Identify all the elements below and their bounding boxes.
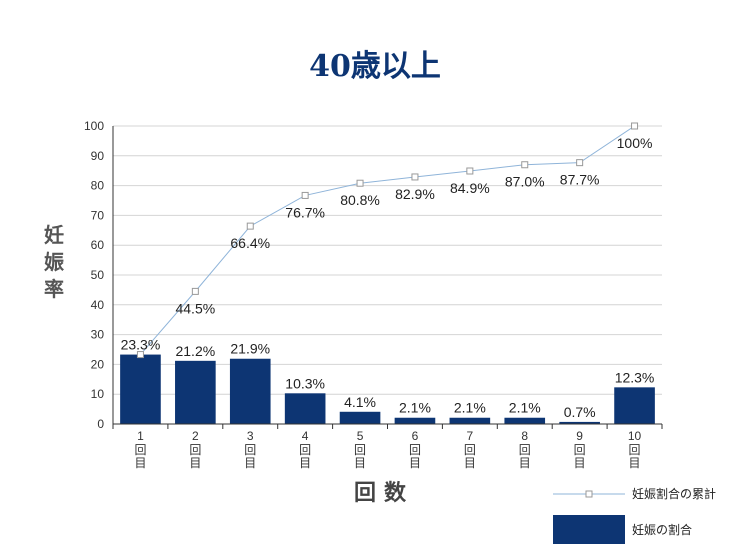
x-tick-suffix: 回 (134, 443, 146, 457)
y-tick-label: 60 (91, 238, 105, 252)
y-axis-label: 妊娠率 (44, 223, 65, 301)
bar-data-label: 12.3% (615, 369, 655, 385)
bar-data-label: 0.7% (564, 404, 596, 420)
cumulative-line (140, 125, 635, 355)
x-tick-suffix: 目 (299, 456, 311, 470)
line-point (521, 161, 529, 169)
line-data-label: 84.9% (450, 180, 490, 196)
line-point (246, 222, 254, 230)
x-tick-label: 1 (137, 429, 144, 443)
bar-data-label: 23.3% (121, 337, 161, 353)
y-tick-label: 100 (84, 119, 104, 133)
x-tick-suffix: 回 (189, 443, 201, 457)
y-tick-label: 40 (91, 298, 105, 312)
x-tick-label: 6 (412, 429, 419, 443)
y-tick-label: 30 (91, 328, 105, 342)
line-point (631, 122, 639, 130)
line-data-label: 100% (617, 135, 653, 151)
line-point (576, 159, 584, 167)
x-tick-suffix: 目 (244, 456, 256, 470)
x-tick-label: 3 (247, 429, 254, 443)
line-data-label: 87.0% (505, 174, 545, 190)
legend-bar-swatch (553, 515, 625, 544)
bar-data-label: 4.1% (344, 394, 376, 410)
x-axis-label-text: 回数 (354, 480, 414, 506)
bar-series (120, 354, 655, 424)
line-series (136, 122, 639, 359)
legend-bar-label: 妊娠の割合 (632, 522, 692, 537)
bar-data-label: 2.1% (399, 400, 431, 416)
line-data-label: 87.7% (560, 172, 600, 188)
x-axis-label: 回数 (354, 480, 414, 506)
x-tick-suffix: 回 (629, 443, 641, 457)
y-tick-label: 0 (97, 417, 104, 431)
bar (120, 354, 161, 424)
line-point (356, 179, 364, 187)
line-data-label: 44.5% (175, 300, 215, 316)
x-tick-label: 5 (357, 429, 364, 443)
bar (614, 387, 655, 424)
x-tick-suffix: 目 (134, 456, 146, 470)
chart-title: 40歳以上 (309, 49, 441, 84)
axes: 01020304050607080901001回目2回目3回目4回目5回目6回目… (84, 119, 663, 470)
x-tick-suffix: 目 (574, 456, 586, 470)
line-point (136, 351, 144, 359)
x-tick-suffix: 目 (354, 456, 366, 470)
x-tick-suffix: 回 (409, 443, 421, 457)
x-tick-suffix: 目 (464, 456, 476, 470)
x-tick-label: 9 (576, 429, 583, 443)
line-point (191, 287, 199, 295)
y-tick-label: 50 (91, 268, 105, 282)
y-axis-label-char: 妊 (44, 223, 64, 247)
x-tick-suffix: 回 (299, 443, 311, 457)
line-data-label: 76.7% (285, 204, 325, 220)
line-data-label: 66.4% (230, 235, 270, 251)
bar-data-label: 2.1% (509, 400, 541, 416)
bar-data-label: 21.9% (230, 341, 270, 357)
y-tick-label: 80 (91, 179, 105, 193)
bar (449, 417, 491, 424)
x-tick-suffix: 回 (354, 443, 366, 457)
bar-data-label: 2.1% (454, 400, 486, 416)
data-labels: 23.3% 21.2% 21.9% 10.3% 4.1% 2.1% 2.1% 2.1% 0.7%… (121, 135, 655, 420)
x-tick-suffix: 回 (464, 443, 476, 457)
x-tick-suffix: 目 (189, 456, 201, 470)
bar (229, 358, 271, 424)
y-axis-label-char: 娠 (44, 250, 65, 274)
bar (339, 411, 381, 424)
y-tick-label: 70 (91, 208, 105, 222)
bar (175, 360, 216, 424)
bar (559, 421, 600, 424)
y-tick-label: 90 (91, 149, 105, 163)
x-tick-label: 10 (628, 429, 642, 443)
x-tick-suffix: 回 (574, 443, 586, 457)
bar (504, 417, 546, 424)
line-point (466, 167, 474, 175)
x-tick-suffix: 回 (519, 443, 531, 457)
legend-line-marker (585, 490, 593, 498)
x-tick-suffix: 目 (409, 456, 421, 470)
bar (284, 393, 326, 424)
legend-line-label: 妊娠割合の累計 (632, 486, 716, 501)
bar-data-label: 21.2% (175, 343, 215, 359)
y-tick-label: 20 (91, 357, 105, 371)
line-data-label: 80.8% (340, 192, 380, 208)
x-tick-label: 2 (192, 429, 199, 443)
x-tick-suffix: 目 (629, 456, 641, 470)
x-tick-label: 8 (521, 429, 528, 443)
line-point (301, 191, 309, 199)
x-tick-label: 4 (302, 429, 309, 443)
x-tick-label: 7 (467, 429, 474, 443)
bar-data-label: 10.3% (285, 375, 325, 391)
y-axis-label-char: 率 (44, 277, 64, 301)
x-tick-suffix: 目 (519, 456, 531, 470)
y-tick-label: 10 (91, 387, 105, 401)
line-data-label: 82.9% (395, 186, 435, 202)
x-tick-suffix: 回 (244, 443, 256, 457)
bar (394, 417, 436, 424)
line-point (411, 173, 419, 181)
